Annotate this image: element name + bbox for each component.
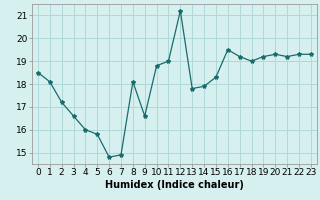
X-axis label: Humidex (Indice chaleur): Humidex (Indice chaleur) xyxy=(105,180,244,190)
